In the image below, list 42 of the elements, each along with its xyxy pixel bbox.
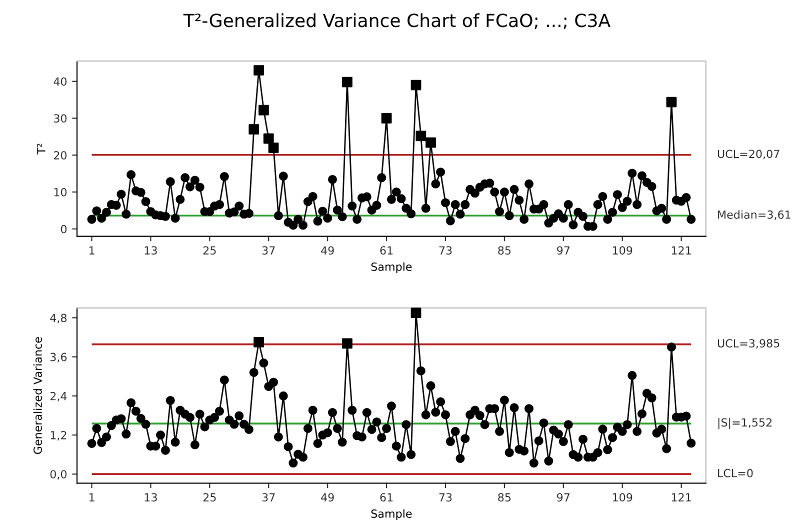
ref-line-label: UCL=3,985 xyxy=(718,339,780,349)
y-tick-label: 20 xyxy=(54,151,67,160)
x-tick-label: 121 xyxy=(672,493,691,502)
x-tick-label: 25 xyxy=(203,246,216,255)
y-tick-label: 0 xyxy=(60,224,67,234)
x-tick-label: 73 xyxy=(439,493,452,502)
x-tick-label: 49 xyxy=(321,493,334,502)
x-tick-label: 61 xyxy=(380,493,393,502)
x-tick-label: 73 xyxy=(439,246,452,255)
x-tick-label: 1 xyxy=(89,246,94,254)
y-tick-label: 40 xyxy=(54,77,67,86)
x-tick-label: 121 xyxy=(672,246,691,254)
x-tick-label: 25 xyxy=(203,493,216,502)
x-tick-label: 61 xyxy=(380,246,393,255)
y-tick-label: 2,4 xyxy=(50,392,67,402)
y-tick-label: 30 xyxy=(54,114,67,123)
x-axis-title: Sample xyxy=(371,509,412,520)
x-tick-label: 1 xyxy=(89,493,94,502)
y-tick-label: 1,2 xyxy=(50,430,66,441)
ref-line-label: |S|=1,552 xyxy=(718,418,772,430)
x-tick-label: 109 xyxy=(612,493,632,502)
x-tick-label: 85 xyxy=(498,246,511,255)
ref-line-label: LCL=0 xyxy=(718,468,753,478)
y-tick-label: 0,0 xyxy=(50,470,67,480)
y-tick-label: 4,8 xyxy=(50,314,67,324)
x-tick-label: 97 xyxy=(557,246,570,255)
x-tick-label: 97 xyxy=(557,493,570,502)
y-axis-title: T² xyxy=(37,144,46,154)
ref-line-label: Median=3,61 xyxy=(718,210,790,220)
y-tick-label: 10 xyxy=(54,188,67,196)
x-tick-label: 37 xyxy=(262,493,275,502)
x-tick-label: 37 xyxy=(262,246,275,255)
x-tick-label: 49 xyxy=(321,246,334,255)
x-tick-label: 85 xyxy=(498,493,511,502)
y-tick-label: 3,6 xyxy=(50,352,67,362)
y-axis-title: Generalized Variance xyxy=(33,337,42,454)
chart-title: T²-Generalized Variance Chart of FCaO; ...; C3A xyxy=(183,13,610,30)
x-axis-title: Sample xyxy=(371,262,412,274)
x-tick-label: 13 xyxy=(144,246,157,255)
ref-line-label: UCL=20,07 xyxy=(718,150,780,160)
x-tick-label: 13 xyxy=(144,493,157,502)
x-tick-label: 109 xyxy=(612,246,632,255)
